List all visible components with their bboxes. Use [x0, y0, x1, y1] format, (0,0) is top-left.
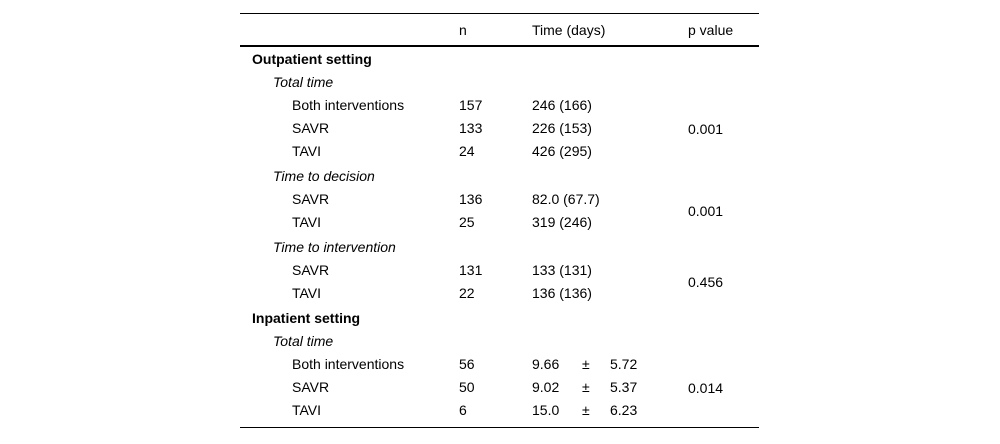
time-mean: 9.66 — [532, 356, 560, 372]
row-label: SAVR — [292, 120, 330, 136]
cell-n: 6 — [459, 402, 467, 418]
plus-minus-sign: ± — [582, 402, 590, 418]
p-value: 0.001 — [688, 120, 724, 137]
row-label: TAVI — [292, 402, 322, 418]
cell-time: 9.66 ±5.72 — [532, 353, 759, 376]
cell-time: 226 (153) — [532, 120, 592, 136]
outcomes-table: n Time (days) p value Outpatient setting… — [240, 13, 759, 428]
row-label: SAVR — [292, 191, 330, 207]
table-row: SAVR 133 226 (153) — [240, 117, 759, 140]
row-label: SAVR — [292, 379, 330, 395]
time-sd: 5.72 — [610, 356, 638, 372]
table-row: Both interventions 157 246 (166) — [240, 94, 759, 117]
time-sd: 6.23 — [610, 402, 638, 418]
subsection-total-time: Total time — [273, 333, 334, 349]
table-row: TAVI 25 319 (246) — [240, 211, 759, 234]
col-header-p: p value — [688, 21, 734, 38]
group-time-to-decision: Time to decision SAVR 136 82.0 (67.7) TA… — [240, 165, 759, 234]
col-header-time: Time (days) — [532, 21, 606, 38]
cell-n: 133 — [459, 120, 483, 136]
p-value: 0.014 — [688, 379, 724, 396]
row-label: TAVI — [292, 143, 322, 159]
group-time-to-intervention: Time to intervention SAVR 131 133 (131) … — [240, 236, 759, 305]
cell-n: 136 — [459, 191, 483, 207]
group-body: Both interventions 56 9.66 ±5.72 SAVR 50 … — [240, 353, 759, 422]
cell-n: 22 — [459, 285, 475, 301]
row-label: SAVR — [292, 262, 330, 278]
table-body: Outpatient setting Total time Both inter… — [240, 47, 759, 428]
subsection-time-to-decision: Time to decision — [273, 168, 375, 184]
cell-time: 246 (166) — [532, 97, 592, 113]
row-label: TAVI — [292, 285, 322, 301]
cell-n: 56 — [459, 356, 475, 372]
section-inpatient-setting: Inpatient setting — [252, 310, 361, 326]
group-body: Both interventions 157 246 (166) SAVR 13… — [240, 94, 759, 163]
cell-time: 136 (136) — [532, 285, 592, 301]
row-label: Both interventions — [292, 356, 405, 372]
group-outpatient-total-time: Total time Both interventions 157 246 (1… — [240, 71, 759, 163]
table-row: SAVR 136 82.0 (67.7) — [240, 188, 759, 211]
row-label: TAVI — [292, 214, 322, 230]
cell-n: 24 — [459, 143, 475, 159]
row-label: Both interventions — [292, 97, 405, 113]
p-value: 0.001 — [688, 203, 724, 219]
cell-time: 15.0 ±6.23 — [532, 399, 759, 422]
plus-minus-sign: ± — [582, 379, 590, 395]
plus-minus-sign: ± — [582, 356, 590, 372]
cell-n: 50 — [459, 379, 475, 395]
group-inpatient-total-time: Total time Both interventions 56 9.66 ±5.… — [240, 330, 759, 422]
table-row: TAVI 6 15.0 ±6.23 — [240, 399, 759, 422]
col-header-n: n — [459, 21, 467, 38]
cell-time: 82.0 (67.7) — [532, 191, 600, 207]
subsection-time-to-intervention: Time to intervention — [273, 239, 396, 255]
cell-n: 157 — [459, 97, 483, 113]
subsection-total-time: Total time — [273, 74, 334, 90]
time-mean: 9.02 — [532, 379, 560, 395]
table-row: TAVI 24 426 (295) — [240, 140, 759, 163]
cell-time: 133 (131) — [532, 262, 592, 278]
group-body: SAVR 131 133 (131) TAVI 22 136 (136) 0.4… — [240, 259, 759, 305]
cell-n: 131 — [459, 262, 483, 278]
section-outpatient-setting: Outpatient setting — [252, 51, 372, 67]
table-row: SAVR 50 9.02 ±5.37 — [240, 376, 759, 399]
time-mean: 15.0 — [532, 402, 560, 418]
time-sd: 5.37 — [610, 379, 638, 395]
table-row: SAVR 131 133 (131) — [240, 259, 759, 282]
cell-n: 25 — [459, 214, 475, 230]
cell-time: 9.02 ±5.37 — [532, 376, 759, 399]
group-body: SAVR 136 82.0 (67.7) TAVI 25 319 (246) 0… — [240, 188, 759, 234]
p-value: 0.456 — [688, 274, 724, 290]
table-row: TAVI 22 136 (136) — [240, 282, 759, 305]
cell-time: 319 (246) — [532, 214, 592, 230]
table-row: Both interventions 56 9.66 ±5.72 — [240, 353, 759, 376]
cell-time: 426 (295) — [532, 143, 592, 159]
table-header-row: n Time (days) p value — [240, 13, 759, 47]
